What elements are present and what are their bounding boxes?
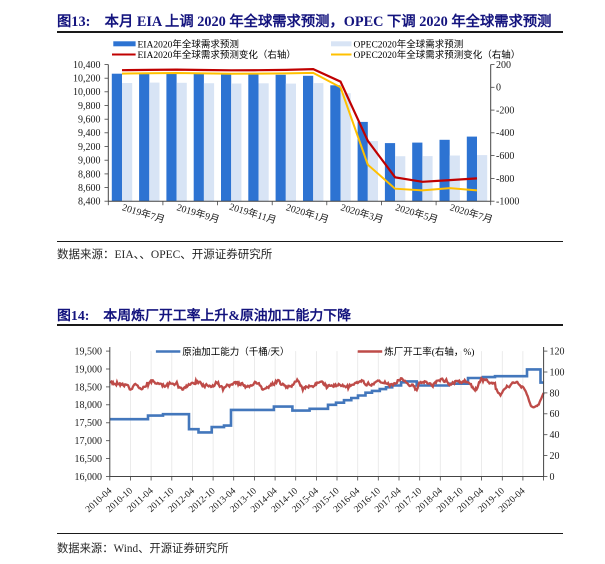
svg-text:18,000: 18,000 xyxy=(75,400,103,411)
svg-text:8,400: 8,400 xyxy=(78,197,101,208)
svg-text:19,500: 19,500 xyxy=(75,347,103,358)
svg-text:EIA2020年全球需求预测: EIA2020年全球需求预测 xyxy=(138,38,239,50)
svg-text:2019年9月: 2019年9月 xyxy=(175,200,221,225)
svg-text:-1000: -1000 xyxy=(496,197,519,208)
svg-text:2019年11月: 2019年11月 xyxy=(228,200,278,227)
svg-text:40: 40 xyxy=(550,430,560,441)
svg-text:2020年3月: 2020年3月 xyxy=(339,200,385,225)
svg-text:60: 60 xyxy=(550,409,560,420)
svg-text:9,200: 9,200 xyxy=(78,142,101,153)
svg-text:OPEC2020年全球需求预测变化（右轴）: OPEC2020年全球需求预测变化（右轴） xyxy=(354,49,521,61)
svg-text:OPEC2020年全球需求预测: OPEC2020年全球需求预测 xyxy=(354,38,464,50)
svg-text:19,000: 19,000 xyxy=(75,364,103,375)
svg-text:20: 20 xyxy=(550,451,560,462)
svg-text:100: 100 xyxy=(550,367,565,378)
svg-text:2020年1月: 2020年1月 xyxy=(285,200,331,225)
svg-text:120: 120 xyxy=(550,347,565,358)
svg-text:9,400: 9,400 xyxy=(78,128,101,139)
svg-text:-200: -200 xyxy=(496,106,514,117)
svg-text:2019年7月: 2019年7月 xyxy=(121,200,167,225)
svg-text:9,000: 9,000 xyxy=(78,156,101,167)
svg-text:8,800: 8,800 xyxy=(78,169,101,180)
svg-text:0: 0 xyxy=(496,83,501,94)
svg-text:-400: -400 xyxy=(496,128,514,139)
svg-text:9,800: 9,800 xyxy=(78,101,101,112)
svg-text:10,000: 10,000 xyxy=(73,87,101,98)
svg-text:-600: -600 xyxy=(496,151,514,162)
svg-text:2020年7月: 2020年7月 xyxy=(448,200,494,225)
svg-text:9,600: 9,600 xyxy=(78,115,101,126)
svg-text:0: 0 xyxy=(550,472,555,483)
svg-text:80: 80 xyxy=(550,388,560,399)
svg-text:16,500: 16,500 xyxy=(75,454,103,465)
svg-text:-800: -800 xyxy=(496,174,514,185)
svg-text:10,200: 10,200 xyxy=(73,74,101,85)
svg-text:16,000: 16,000 xyxy=(75,472,103,483)
svg-text:8,600: 8,600 xyxy=(78,183,101,194)
svg-text:17,500: 17,500 xyxy=(75,418,103,429)
svg-text:10,400: 10,400 xyxy=(73,60,101,71)
svg-text:200: 200 xyxy=(496,60,511,71)
svg-text:炼厂开工率(右轴，%): 炼厂开工率(右轴，%) xyxy=(384,346,474,358)
svg-text:EIA2020年全球需求预测变化（右轴）: EIA2020年全球需求预测变化（右轴） xyxy=(138,49,296,61)
svg-text:原油加工能力（千桶/天）: 原油加工能力（千桶/天） xyxy=(182,346,289,358)
svg-text:2020年5月: 2020年5月 xyxy=(394,200,440,225)
svg-text:18,500: 18,500 xyxy=(75,382,103,393)
svg-text:17,000: 17,000 xyxy=(75,436,103,447)
